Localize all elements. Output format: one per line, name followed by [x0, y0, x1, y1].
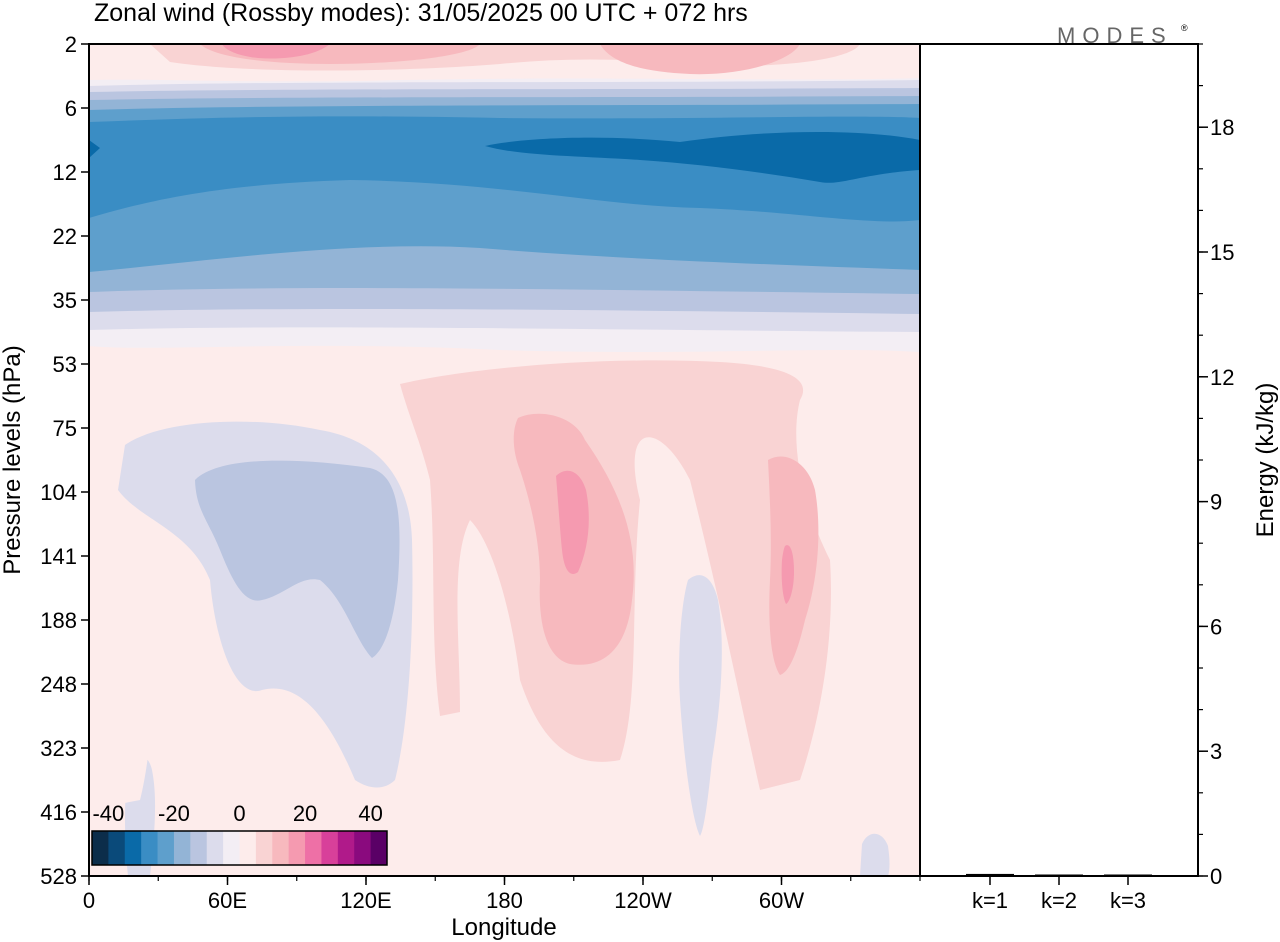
contour-westerly-15-b — [781, 545, 794, 604]
colorbar-frame — [91, 830, 388, 866]
energy-category-label: k=3 — [1110, 888, 1146, 913]
colorbar-swatch — [141, 831, 159, 865]
contour-upper-westerly-max — [222, 44, 330, 59]
contour-easterly-35-west — [89, 140, 100, 158]
y-tick-label: 2 — [65, 32, 77, 57]
contour-easterly-low-east — [679, 575, 722, 836]
y-tick-label: 188 — [40, 608, 77, 633]
x-tick-label: 60E — [208, 888, 247, 913]
colorbar-swatch — [239, 831, 257, 865]
colorbar-label: 40 — [358, 801, 382, 826]
colorbar-swatch — [157, 831, 175, 865]
energy-axis-title: Energy (kJ/kg) — [1252, 383, 1279, 538]
y-tick-label: 6 — [65, 96, 77, 121]
energy-tick-label: 0 — [1210, 864, 1222, 889]
chart-title: Zonal wind (Rossby modes): 31/05/2025 00… — [94, 0, 748, 27]
pressure-axis: 2 6 12 22 35 53 75 104 141 188 248 323 416 528 — [40, 32, 89, 889]
colorbar-swatch — [255, 831, 273, 865]
colorbar-swatch — [272, 831, 290, 865]
y-tick-label: 35 — [53, 288, 77, 313]
y-tick-label: 323 — [40, 736, 77, 761]
contour-panel — [89, 44, 920, 876]
x-tick-label: 60W — [759, 888, 804, 913]
energy-tick-label: 6 — [1210, 614, 1222, 639]
energy-bar — [1104, 874, 1152, 876]
colorbar-swatch — [124, 831, 142, 865]
x-axis-title: Longitude — [451, 914, 556, 941]
y-tick-label: 12 — [53, 160, 77, 185]
contour-easterly-low-se — [860, 833, 890, 876]
energy-tick-label: 9 — [1210, 490, 1222, 515]
colorbar-swatch — [305, 831, 322, 865]
colorbar: -40 -20 0 20 40 — [91, 801, 388, 866]
colorbar-swatch — [190, 831, 208, 865]
colorbar-swatch — [223, 831, 240, 865]
energy-tick-label: 3 — [1210, 739, 1222, 764]
colorbar-swatch — [354, 831, 372, 865]
contour-westerly-15-a — [556, 470, 589, 574]
x-tick-label: 120E — [340, 888, 391, 913]
colorbar-swatch — [92, 831, 109, 865]
colorbar-label: -40 — [92, 801, 124, 826]
colorbar-swatch — [321, 831, 339, 865]
energy-tick-label: 18 — [1210, 115, 1234, 140]
x-tick-label: 0 — [83, 888, 95, 913]
energy-category-label: k=2 — [1041, 888, 1077, 913]
y-tick-label: 75 — [53, 416, 77, 441]
energy-panel-frame — [919, 43, 1199, 877]
energy-tick-label: 12 — [1210, 365, 1234, 390]
colorbar-swatch — [370, 831, 388, 865]
colorbar-swatch — [173, 831, 191, 865]
y-axis-title: Pressure levels (hPa) — [0, 345, 26, 574]
energy-bar — [1035, 874, 1083, 876]
colorbar-label: 20 — [293, 801, 317, 826]
contour-easterly-low-5 — [195, 460, 400, 658]
y-tick-label: 248 — [40, 672, 77, 697]
energy-axis: 0 3 6 9 12 15 18 — [1198, 43, 1234, 889]
energy-category-label: k=1 — [972, 888, 1008, 913]
x-tick-label: 120W — [614, 888, 672, 913]
colorbar-swatch — [288, 831, 306, 865]
contour-westerly-low-sw — [89, 540, 152, 810]
colorbar-swatch — [337, 831, 355, 865]
colorbar-swatch — [206, 831, 224, 865]
y-tick-label: 528 — [40, 864, 77, 889]
energy-bar — [966, 873, 1014, 876]
y-tick-label: 416 — [40, 800, 77, 825]
y-tick-label: 104 — [40, 480, 77, 505]
energy-tick-label: 15 — [1210, 240, 1234, 265]
modes-logo-mark: ® — [1181, 23, 1188, 33]
y-tick-label: 53 — [53, 352, 77, 377]
energy-bars: k=1 k=2 k=3 — [966, 873, 1152, 913]
contour-upper-westerly-core-b — [600, 44, 800, 75]
colorbar-label: -20 — [158, 801, 190, 826]
y-tick-label: 141 — [40, 544, 77, 569]
y-tick-label: 22 — [53, 224, 77, 249]
colorbar-swatch — [108, 831, 126, 865]
colorbar-label: 0 — [233, 801, 245, 826]
x-tick-label: 180 — [486, 888, 523, 913]
longitude-axis: 0 60E 120E 180 120W 60W — [83, 876, 921, 913]
contour-easterly-35 — [485, 131, 920, 183]
